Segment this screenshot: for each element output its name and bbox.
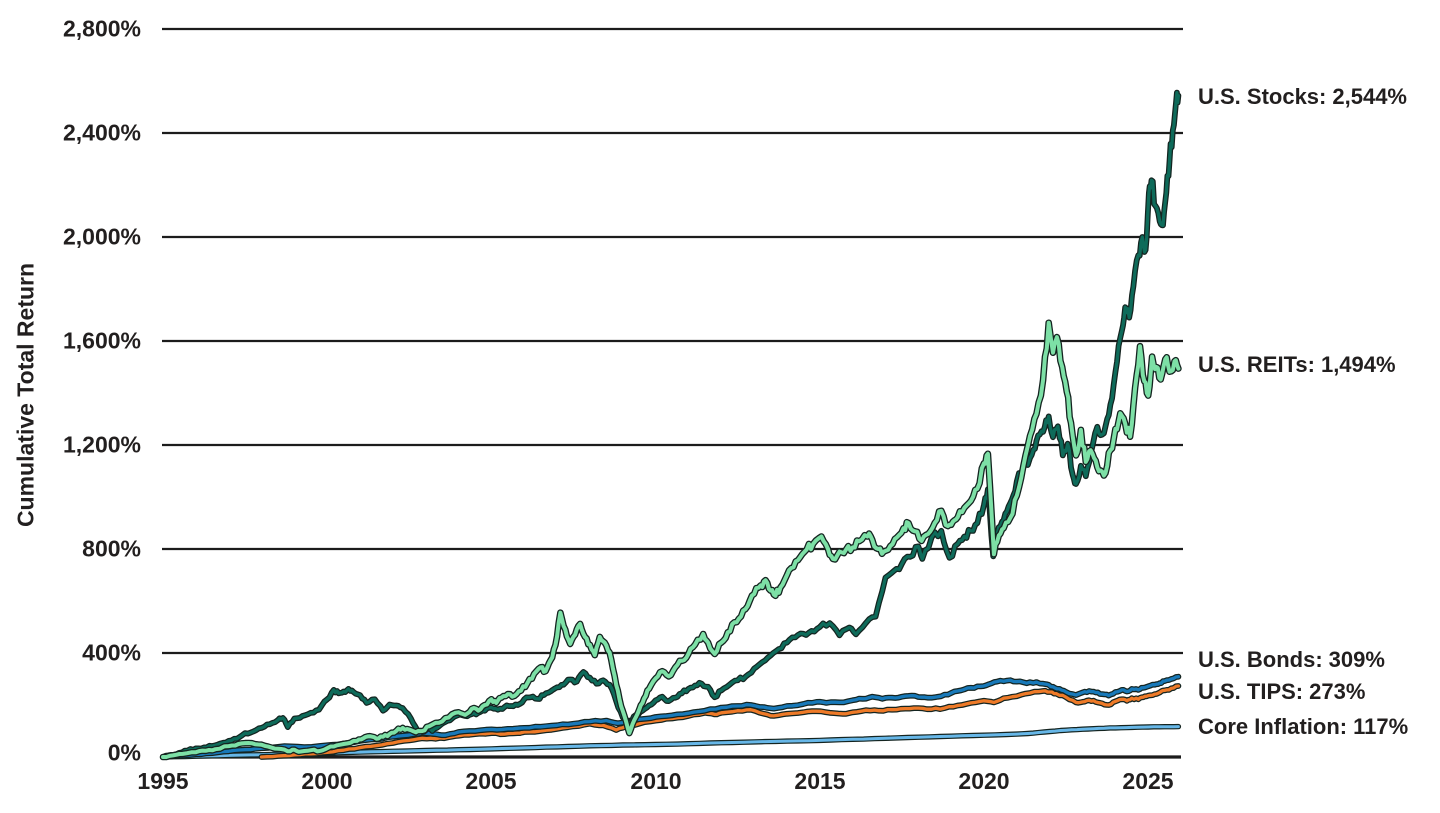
x-tick-2015: 2015 xyxy=(794,768,846,794)
series-line-u-s-tips-outline xyxy=(258,683,1182,760)
series-line-u-s-stocks-outline xyxy=(160,89,1182,760)
series-line-u-s-tips xyxy=(259,684,1181,759)
x-tick-2010: 2010 xyxy=(630,768,682,794)
y-tick-2000: 2,000% xyxy=(62,223,141,250)
series-value-core-inflation: 117% xyxy=(1353,714,1409,739)
series-name-us-tips: U.S. TIPS: xyxy=(1198,679,1304,704)
series-value-us-stocks: 2,544% xyxy=(1332,84,1407,109)
series-line-u-s-stocks xyxy=(161,90,1181,759)
y-tick-1600: 1,600% xyxy=(62,327,141,354)
y-tick-2400: 2,400% xyxy=(62,119,141,146)
series-value-us-reits: 1,494% xyxy=(1320,352,1396,377)
series-value-us-bonds: 309% xyxy=(1328,647,1385,672)
series-label-us-bonds: U.S. Bonds: 309% xyxy=(1198,647,1385,673)
series-label-us-stocks: U.S. Stocks: 2,544% xyxy=(1198,84,1407,110)
y-tick-0: 0% xyxy=(107,739,141,766)
y-tick-400: 400% xyxy=(82,639,141,666)
x-tick-2005: 2005 xyxy=(465,768,517,794)
y-tick-800: 800% xyxy=(82,535,141,562)
y-tick-1200: 1,200% xyxy=(62,431,141,458)
x-tick-2025: 2025 xyxy=(1122,768,1174,794)
x-tick-2020: 2020 xyxy=(958,768,1010,794)
series-value-us-tips: 273% xyxy=(1309,679,1366,704)
series-name-core-inflation: Core Inflation: xyxy=(1198,714,1348,739)
series-name-us-stocks: U.S. Stocks: xyxy=(1198,84,1327,109)
x-tick-1995: 1995 xyxy=(137,768,189,794)
y-tick-2800: 2,800% xyxy=(62,15,141,42)
series-label-us-tips: U.S. TIPS: 273% xyxy=(1198,679,1365,705)
series-name-us-bonds: U.S. Bonds: xyxy=(1198,647,1323,672)
series-label-core-inflation: Core Inflation: 117% xyxy=(1198,714,1408,740)
y-axis-title: Cumulative Total Return xyxy=(12,262,39,528)
x-tick-2000: 2000 xyxy=(301,768,353,794)
series-line-u-s-reits xyxy=(161,320,1181,759)
series-line-core-inflation xyxy=(161,725,1180,759)
series-label-us-reits: U.S. REITs: 1,494% xyxy=(1198,352,1396,378)
series-name-us-reits: U.S. REITs: xyxy=(1198,352,1315,377)
